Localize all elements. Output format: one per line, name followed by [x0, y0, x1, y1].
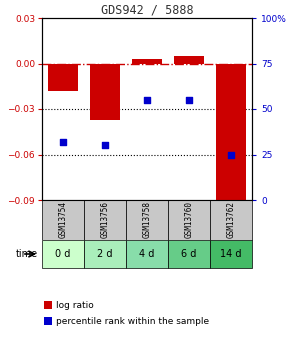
- Text: GSM13754: GSM13754: [59, 201, 67, 238]
- Text: percentile rank within the sample: percentile rank within the sample: [56, 316, 209, 325]
- Bar: [216, 63, 246, 200]
- Text: 0 d: 0 d: [55, 249, 71, 259]
- Bar: [132, 59, 162, 63]
- Bar: [48, 63, 78, 91]
- Text: GSM13758: GSM13758: [142, 201, 151, 238]
- Point: [145, 97, 149, 103]
- Bar: [42, 200, 84, 240]
- Text: log ratio: log ratio: [56, 300, 94, 309]
- Bar: [174, 56, 204, 63]
- Text: GSM13762: GSM13762: [226, 201, 236, 238]
- Title: GDS942 / 5888: GDS942 / 5888: [101, 4, 193, 17]
- Bar: [42, 240, 84, 268]
- Bar: [126, 200, 168, 240]
- Bar: [126, 240, 168, 268]
- Bar: [84, 240, 126, 268]
- Text: GSM13760: GSM13760: [185, 201, 193, 238]
- Text: 4 d: 4 d: [139, 249, 155, 259]
- Bar: [90, 63, 120, 120]
- Text: GSM13756: GSM13756: [100, 201, 110, 238]
- Point: [103, 142, 107, 148]
- Point: [229, 152, 233, 157]
- Text: 6 d: 6 d: [181, 249, 197, 259]
- Text: 2 d: 2 d: [97, 249, 113, 259]
- Bar: [210, 200, 252, 240]
- Text: 14 d: 14 d: [220, 249, 242, 259]
- Bar: [168, 240, 210, 268]
- Bar: [168, 200, 210, 240]
- Point: [187, 97, 191, 103]
- Bar: [84, 200, 126, 240]
- Text: time: time: [16, 249, 38, 259]
- Bar: [210, 240, 252, 268]
- Point: [61, 139, 65, 145]
